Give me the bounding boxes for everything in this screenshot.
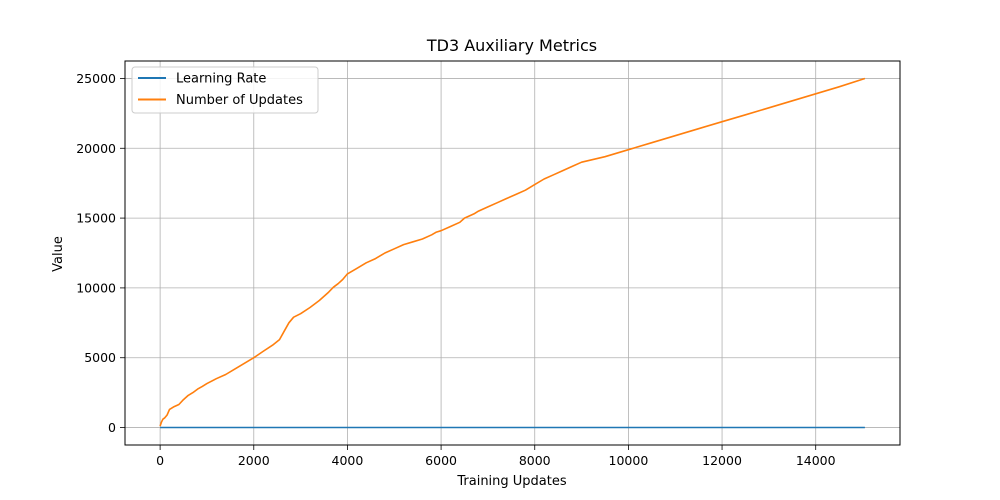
y-tick-label: 15000 <box>76 211 116 226</box>
y-tick-label: 20000 <box>76 141 116 156</box>
y-tick-label: 0 <box>108 420 116 435</box>
y-tick-label: 10000 <box>76 280 116 295</box>
x-tick-label: 10000 <box>609 453 649 468</box>
x-tick-label: 2000 <box>238 453 270 468</box>
chart-title: TD3 Auxiliary Metrics <box>426 36 597 55</box>
y-tick-label: 25000 <box>76 71 116 86</box>
x-tick-label: 12000 <box>702 453 742 468</box>
legend: Learning Rate Number of Updates <box>131 66 319 114</box>
legend-label-learning-rate: Learning Rate <box>176 72 266 87</box>
y-tick-label: 5000 <box>84 350 116 365</box>
legend-box <box>131 66 319 114</box>
y-axis-ticks: 0 5000 10000 15000 20000 25000 <box>76 71 125 435</box>
y-axis-label: Value <box>51 236 66 272</box>
x-tick-label: 4000 <box>332 453 364 468</box>
plot-frame <box>124 60 901 446</box>
legend-label-number-of-updates: Number of Updates <box>176 93 303 108</box>
series-lines <box>159 77 866 429</box>
x-tick-label: 14000 <box>796 453 836 468</box>
x-axis-label: Training Updates <box>456 474 567 489</box>
x-tick-label: 0 <box>156 453 164 468</box>
x-tick-label: 8000 <box>519 453 551 468</box>
x-tick-label: 6000 <box>425 453 457 468</box>
series-line-number-of-updates <box>159 77 866 427</box>
x-axis-ticks: 0 2000 4000 6000 8000 10000 12000 14000 <box>156 445 836 468</box>
